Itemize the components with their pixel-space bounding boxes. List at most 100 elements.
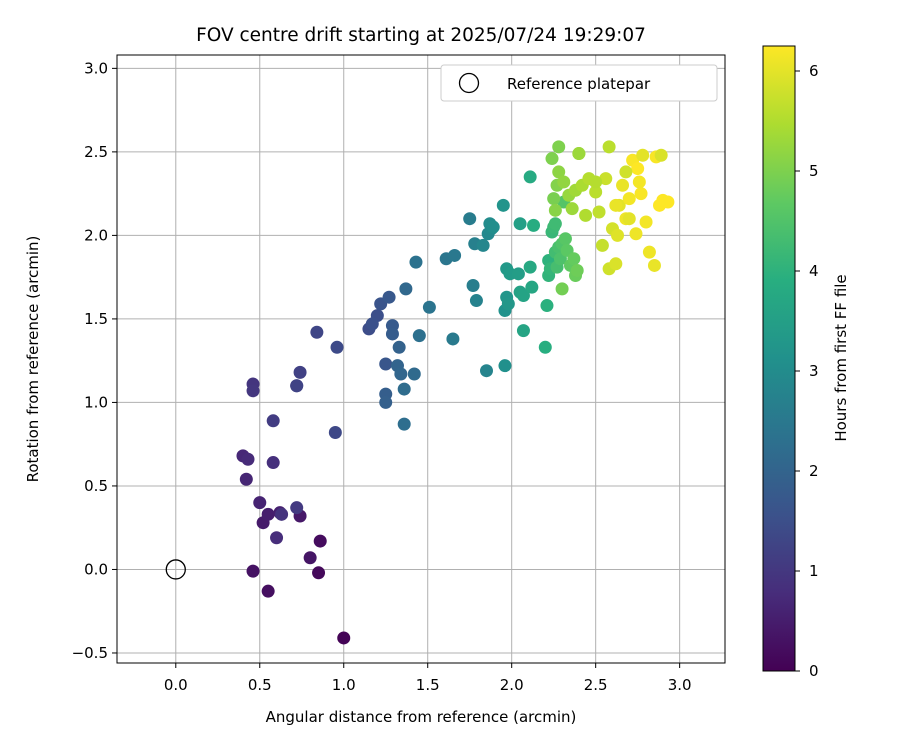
data-point bbox=[548, 217, 562, 231]
data-point bbox=[496, 198, 510, 212]
data-point bbox=[523, 260, 537, 274]
data-point bbox=[303, 551, 317, 565]
data-point bbox=[246, 564, 260, 578]
x-tick-label: 0.5 bbox=[248, 676, 272, 694]
data-point bbox=[313, 534, 327, 548]
data-point bbox=[619, 165, 633, 179]
data-point bbox=[513, 217, 527, 231]
data-point bbox=[654, 148, 668, 162]
data-point bbox=[552, 165, 566, 179]
data-point bbox=[270, 531, 284, 545]
x-axis-label: Angular distance from reference (arcmin) bbox=[266, 708, 577, 726]
colorbar-tick-label: 0 bbox=[809, 662, 819, 680]
data-point bbox=[399, 282, 413, 296]
data-point bbox=[631, 162, 645, 176]
data-point bbox=[622, 192, 636, 206]
data-point bbox=[547, 192, 561, 206]
legend: Reference platepar bbox=[440, 64, 718, 102]
x-tick-label: 2.5 bbox=[584, 676, 608, 694]
data-point bbox=[463, 212, 477, 226]
data-point bbox=[330, 340, 344, 354]
data-point bbox=[616, 178, 630, 192]
reference-point-marker bbox=[165, 559, 186, 580]
data-point bbox=[446, 332, 460, 346]
y-tick-label: 2.0 bbox=[84, 226, 108, 244]
data-point bbox=[501, 297, 515, 311]
y-tick-label: 1.0 bbox=[84, 393, 108, 411]
data-point bbox=[466, 279, 480, 293]
data-point bbox=[337, 631, 351, 645]
data-points bbox=[236, 140, 675, 645]
y-tick-label: 1.5 bbox=[84, 310, 108, 328]
data-point bbox=[589, 185, 603, 199]
legend-marker-icon bbox=[458, 72, 480, 94]
colorbar-gradient bbox=[762, 45, 796, 672]
data-point bbox=[310, 325, 324, 339]
x-tick-label: 3.0 bbox=[668, 676, 692, 694]
data-point bbox=[407, 367, 421, 381]
y-tick-label: 3.0 bbox=[84, 59, 108, 77]
data-point bbox=[538, 340, 552, 354]
y-tick-label: 0.5 bbox=[84, 477, 108, 495]
data-point bbox=[239, 472, 253, 486]
colorbar: 0 1 2 3 4 5 6 Hours from first FF file bbox=[762, 45, 850, 680]
data-point bbox=[328, 425, 342, 439]
colorbar-ticks: 0 1 2 3 4 5 6 bbox=[795, 62, 819, 680]
data-point bbox=[397, 417, 411, 431]
data-point bbox=[379, 395, 393, 409]
data-point bbox=[636, 148, 650, 162]
x-axis-ticks: 0.0 0.5 1.0 1.5 2.0 2.5 3.0 bbox=[164, 663, 692, 694]
colorbar-tick-label: 3 bbox=[809, 362, 819, 380]
data-point bbox=[572, 147, 586, 161]
colorbar-tick-label: 6 bbox=[809, 62, 819, 80]
data-point bbox=[609, 198, 623, 212]
data-point bbox=[592, 205, 606, 219]
data-point bbox=[622, 212, 636, 226]
data-point bbox=[516, 289, 530, 303]
data-point bbox=[661, 195, 675, 209]
data-point bbox=[385, 327, 399, 341]
data-point bbox=[632, 175, 646, 189]
data-point bbox=[565, 202, 579, 216]
y-tick-label: −0.5 bbox=[72, 644, 108, 662]
data-point bbox=[558, 232, 572, 246]
data-point bbox=[611, 228, 625, 242]
data-point bbox=[527, 218, 541, 232]
data-point bbox=[486, 220, 500, 234]
data-point bbox=[516, 324, 530, 338]
data-point bbox=[570, 263, 584, 277]
data-point bbox=[241, 452, 255, 466]
colorbar-tick-label: 1 bbox=[809, 562, 819, 580]
data-point bbox=[293, 365, 307, 379]
data-point bbox=[634, 187, 648, 201]
data-point bbox=[639, 215, 653, 229]
data-point bbox=[595, 238, 609, 252]
data-point bbox=[552, 140, 566, 154]
colorbar-tick-label: 4 bbox=[809, 262, 819, 280]
data-point bbox=[261, 584, 275, 598]
data-point bbox=[290, 501, 304, 515]
data-point bbox=[480, 364, 494, 378]
data-point bbox=[629, 227, 643, 241]
legend-box bbox=[440, 64, 718, 102]
data-point bbox=[599, 172, 613, 186]
data-point bbox=[275, 507, 289, 521]
data-point bbox=[545, 152, 559, 166]
data-point bbox=[555, 282, 569, 296]
data-point bbox=[266, 456, 280, 470]
x-tick-label: 0.0 bbox=[164, 676, 188, 694]
chart-title: FOV centre drift starting at 2025/07/24 … bbox=[196, 25, 646, 46]
data-point bbox=[642, 245, 656, 259]
data-point bbox=[412, 329, 426, 343]
plot-frame bbox=[116, 54, 726, 664]
data-point bbox=[379, 357, 393, 371]
data-point bbox=[609, 257, 623, 271]
data-point bbox=[567, 252, 581, 266]
data-point bbox=[476, 238, 490, 252]
grid bbox=[117, 55, 725, 663]
data-point bbox=[448, 248, 462, 262]
data-point bbox=[382, 290, 396, 304]
data-point bbox=[523, 170, 537, 184]
data-point bbox=[498, 359, 512, 373]
